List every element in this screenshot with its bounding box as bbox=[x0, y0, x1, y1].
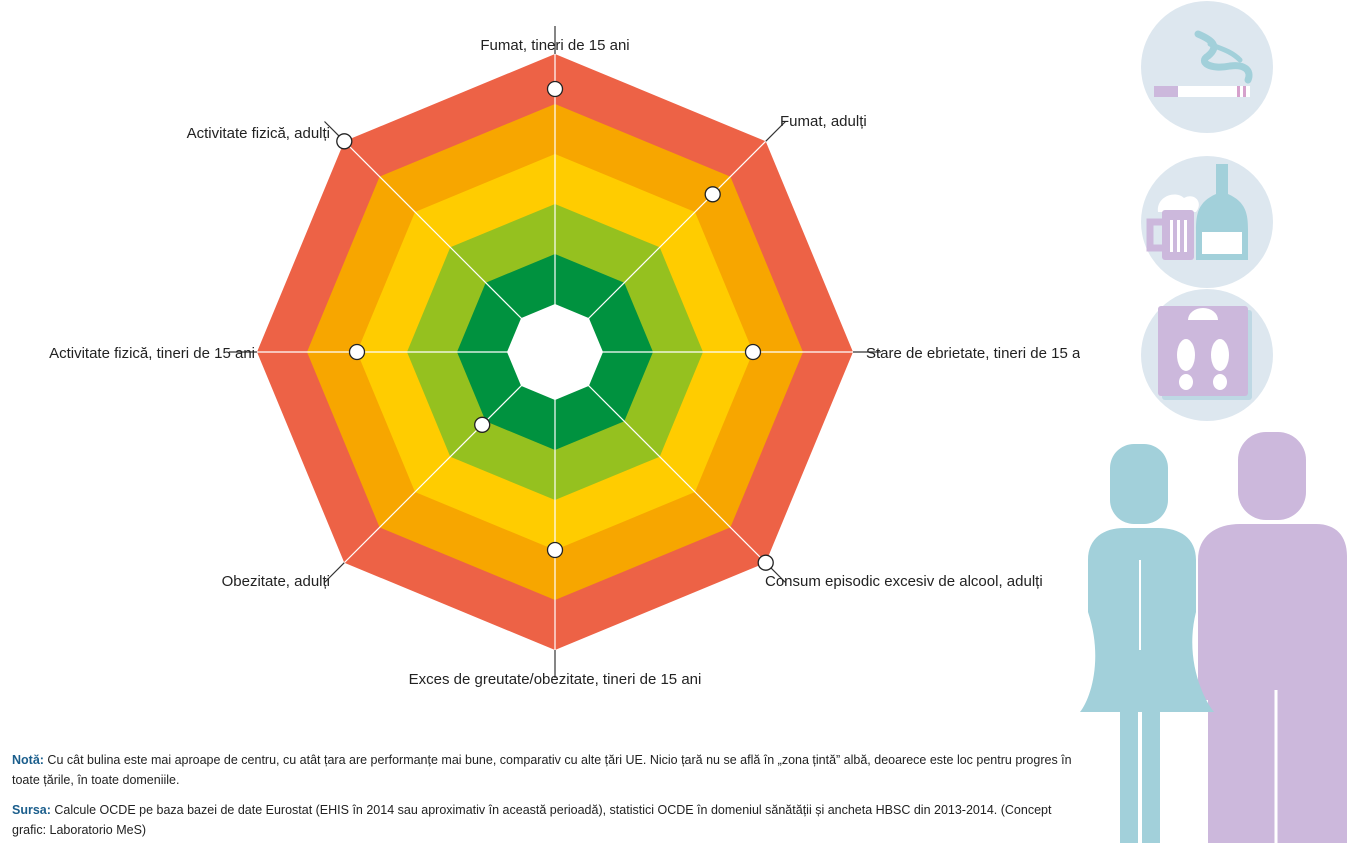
axis-label-7: Activitate fizică, adulți bbox=[187, 125, 330, 142]
axis-spoke-7 bbox=[324, 121, 556, 353]
sursa-label: Sursa: bbox=[12, 803, 51, 817]
value-marker-0 bbox=[546, 80, 564, 98]
value-marker-2 bbox=[744, 343, 762, 361]
alcohol-icon bbox=[1141, 156, 1273, 288]
axis-label-5: Obezitate, adulți bbox=[222, 573, 330, 590]
axis-spoke-1 bbox=[554, 121, 786, 353]
sursa-paragraph: Sursa: Calcule OCDE pe baza bazei de dat… bbox=[12, 800, 1072, 840]
decorative-icons bbox=[1080, 1, 1347, 843]
axis-tick-5 bbox=[324, 562, 345, 583]
axis-tick-1 bbox=[765, 121, 786, 142]
axis-label-1: Fumat, adulți bbox=[780, 113, 867, 130]
value-marker-5 bbox=[474, 416, 491, 433]
smoking-icon bbox=[1141, 1, 1273, 133]
axis-spokes bbox=[229, 26, 881, 678]
nota-text: Cu cât bulina este mai aproape de centru… bbox=[12, 753, 1072, 787]
axis-label-0: Fumat, tineri de 15 ani bbox=[480, 37, 629, 54]
weight-scale-icon bbox=[1141, 289, 1273, 421]
nota-paragraph: Notă: Cu cât bulina este mai aproape de … bbox=[12, 750, 1072, 790]
radar-chart: Fumat, tineri de 15 ani Fumat, adulți St… bbox=[49, 26, 1080, 688]
value-marker-6 bbox=[348, 343, 366, 361]
axis-label-2: Stare de ebrietate, tineri de 15 ani bbox=[866, 345, 1080, 362]
axis-spoke-5 bbox=[324, 351, 556, 583]
axis-spoke-3 bbox=[554, 351, 786, 583]
axis-label-4: Exces de greutate/obezitate, tineri de 1… bbox=[409, 671, 702, 688]
value-markers bbox=[336, 80, 774, 571]
nota-label: Notă: bbox=[12, 753, 44, 767]
sursa-text: Calcule OCDE pe baza bazei de date Euros… bbox=[12, 803, 1052, 837]
value-marker-3 bbox=[757, 554, 774, 571]
axis-labels: Fumat, tineri de 15 ani Fumat, adulți St… bbox=[49, 37, 1080, 688]
axis-label-3: Consum episodic excesiv de alcool, adulț… bbox=[765, 573, 1043, 590]
value-marker-7 bbox=[336, 133, 353, 150]
axis-label-6: Activitate fizică, tineri de 15 ani bbox=[49, 345, 255, 362]
value-marker-4 bbox=[546, 541, 564, 559]
woman-figure-icon bbox=[1080, 444, 1214, 843]
value-marker-1 bbox=[704, 186, 721, 203]
notes-section: Notă: Cu cât bulina este mai aproape de … bbox=[12, 750, 1072, 850]
man-figure-icon bbox=[1198, 432, 1347, 843]
